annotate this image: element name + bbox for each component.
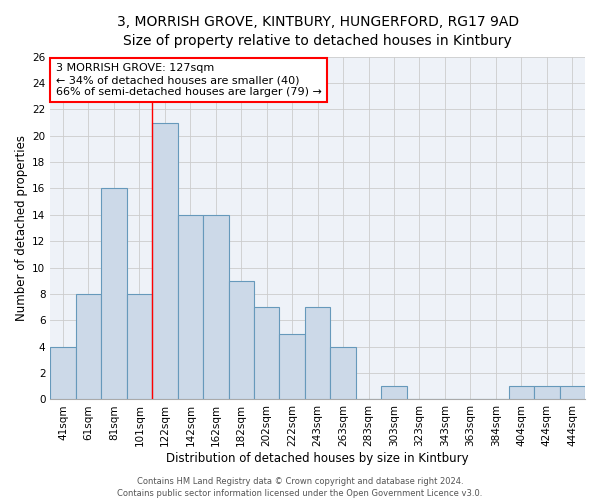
Bar: [331, 346, 356, 400]
Bar: [381, 386, 407, 400]
Text: 3 MORRISH GROVE: 127sqm
← 34% of detached houses are smaller (40)
66% of semi-de: 3 MORRISH GROVE: 127sqm ← 34% of detache…: [56, 64, 322, 96]
Bar: [101, 188, 127, 400]
Bar: [152, 122, 178, 400]
Bar: [534, 386, 560, 400]
X-axis label: Distribution of detached houses by size in Kintbury: Distribution of detached houses by size …: [166, 452, 469, 465]
Title: 3, MORRISH GROVE, KINTBURY, HUNGERFORD, RG17 9AD
Size of property relative to de: 3, MORRISH GROVE, KINTBURY, HUNGERFORD, …: [116, 15, 519, 48]
Bar: [127, 294, 152, 400]
Y-axis label: Number of detached properties: Number of detached properties: [15, 135, 28, 321]
Bar: [254, 307, 280, 400]
Bar: [560, 386, 585, 400]
Bar: [229, 281, 254, 400]
Bar: [76, 294, 101, 400]
Text: Contains HM Land Registry data © Crown copyright and database right 2024.
Contai: Contains HM Land Registry data © Crown c…: [118, 476, 482, 498]
Bar: [305, 307, 331, 400]
Bar: [280, 334, 305, 400]
Bar: [203, 215, 229, 400]
Bar: [509, 386, 534, 400]
Bar: [178, 215, 203, 400]
Bar: [50, 346, 76, 400]
